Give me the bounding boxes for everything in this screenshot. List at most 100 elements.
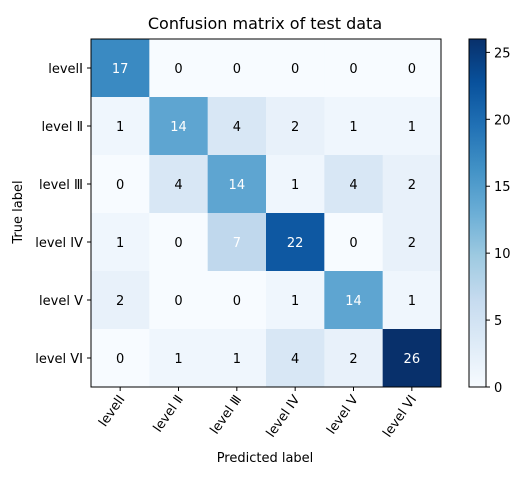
cell-value-label: 2	[116, 294, 124, 309]
heatmap-cell	[91, 213, 150, 272]
heatmap-cell	[382, 271, 442, 330]
x-tick-label: level VI	[380, 393, 420, 441]
cell-value-label: 4	[291, 352, 299, 367]
heatmap-cell	[324, 155, 384, 214]
x-axis-label: Predicted label	[217, 451, 314, 466]
cell-value-label: 0	[349, 62, 357, 77]
heatmap-cell	[382, 155, 442, 214]
heatmap-cell	[149, 155, 209, 214]
colorbar-tick-label: 15	[494, 180, 511, 195]
y-tick-label: level Ⅱ	[42, 120, 83, 135]
plot-frame	[90, 38, 442, 388]
cell-value-label: 2	[408, 236, 416, 251]
cell-value-label: 1	[408, 120, 416, 135]
cell-value-label: 0	[291, 62, 299, 77]
heatmap-cell	[207, 39, 267, 98]
cell-value-label: 22	[287, 236, 304, 251]
cell-value-label: 2	[408, 178, 416, 193]
cell-value-label: 4	[174, 178, 182, 193]
y-axis-label: True label	[11, 180, 26, 244]
heatmap-cell	[324, 97, 384, 156]
cell-value-label: 0	[349, 236, 357, 251]
heatmap-cell	[207, 271, 267, 330]
y-axis-ticks: levelI level Ⅱ level Ⅲ level IV level V level…	[35, 62, 91, 367]
heatmap-cell	[266, 329, 325, 388]
colorbar	[468, 38, 487, 388]
colorbar-tick-label: 25	[494, 46, 511, 61]
heatmap-cell	[207, 97, 267, 156]
colorbar-tick-label: 10	[494, 247, 511, 262]
heatmap-cell	[91, 271, 150, 330]
heatmap-cell	[382, 39, 442, 98]
colorbar-tick-label: 5	[494, 314, 502, 329]
cell-value-label: 14	[170, 120, 187, 135]
y-tick-label: level IV	[35, 236, 83, 251]
cell-value-label: 1	[408, 294, 416, 309]
heatmap-cell	[266, 213, 325, 272]
cell-value-label: 7	[233, 236, 241, 251]
cell-value-label: 26	[404, 352, 421, 367]
heatmap-cell	[207, 213, 267, 272]
heatmap-cell	[207, 329, 267, 388]
chart-title: Confusion matrix of test data	[148, 14, 382, 33]
heatmap-cell	[382, 329, 442, 388]
heatmap-cell	[91, 39, 150, 98]
cell-value-label: 17	[112, 62, 129, 77]
heatmap-cell	[266, 155, 325, 214]
y-tick-label: level V	[39, 294, 83, 309]
cell-value-label: 0	[174, 236, 182, 251]
cell-value-label: 1	[116, 120, 124, 135]
cell-value-label: 0	[174, 62, 182, 77]
cell-value-label: 2	[349, 352, 357, 367]
heatmap-cell	[266, 271, 325, 330]
colorbar-tick-label: 0	[494, 381, 502, 396]
heatmap-cell	[91, 329, 150, 388]
cell-value-label: 1	[291, 294, 299, 309]
cell-value-label: 1	[116, 236, 124, 251]
colorbar-tick-label: 20	[494, 113, 511, 128]
x-tick-label: levelI	[96, 393, 128, 430]
cell-value-label: 14	[345, 294, 362, 309]
heatmap-cells	[91, 39, 442, 388]
heatmap-cell	[324, 329, 384, 388]
x-axis-ticks: levelI level Ⅱ level Ⅲ level IV level V level…	[96, 387, 420, 440]
cell-value-label: 0	[174, 294, 182, 309]
heatmap-cell	[382, 213, 442, 272]
heatmap-cell	[149, 213, 209, 272]
cell-value-labels: 17 0 0 0 0 01 14 4 2 1 10 4 14 1 4 21 0 7 22 0 22 0 0 1 14 10 1 1 4 2…	[112, 62, 420, 367]
y-tick-label: level VI	[35, 352, 83, 367]
heatmap-cell	[207, 155, 267, 214]
y-tick-label: level Ⅲ	[39, 178, 83, 193]
heatmap-cell	[266, 97, 325, 156]
heatmap-cell	[324, 213, 384, 272]
cell-value-label: 0	[408, 62, 416, 77]
cell-value-label: 1	[291, 178, 299, 193]
cell-value-label: 0	[233, 294, 241, 309]
heatmap-cell	[149, 271, 209, 330]
heatmap-cell	[91, 97, 150, 156]
cell-value-label: 4	[233, 120, 241, 135]
heatmap-cell	[149, 329, 209, 388]
cell-value-label: 14	[229, 178, 246, 193]
heatmap-cell	[324, 271, 384, 330]
cell-value-label: 4	[349, 178, 357, 193]
cell-value-label: 2	[291, 120, 299, 135]
cell-value-label: 1	[174, 352, 182, 367]
cell-value-label: 1	[349, 120, 357, 135]
colorbar-ticks: 0 5 10 15 20 25	[486, 46, 511, 396]
x-tick-label: level Ⅲ	[208, 393, 246, 438]
heatmap-cell	[324, 39, 384, 98]
heatmap-cell	[266, 39, 325, 98]
cell-value-label: 0	[116, 178, 124, 193]
heatmap-cell	[382, 97, 442, 156]
y-tick-label: levelI	[48, 62, 83, 77]
heatmap-cell	[149, 97, 209, 156]
cell-value-label: 0	[233, 62, 241, 77]
cell-value-label: 1	[233, 352, 241, 367]
heatmap-cell	[149, 39, 209, 98]
heatmap-cell	[91, 155, 150, 214]
x-tick-label: level Ⅱ	[151, 393, 187, 436]
x-tick-label: level IV	[264, 393, 304, 441]
cell-value-label: 0	[116, 352, 124, 367]
